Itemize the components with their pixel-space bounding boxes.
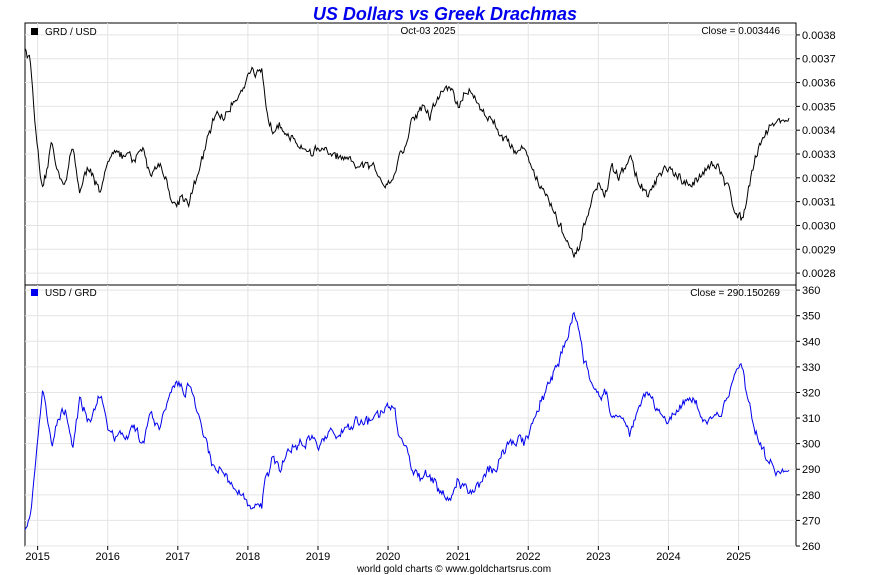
legend-swatch-usd-grd bbox=[31, 289, 38, 296]
y-tick-label: 310 bbox=[802, 413, 820, 425]
x-tick-label: 2020 bbox=[376, 551, 400, 563]
legend-label-usd-grd: USD / GRD bbox=[45, 288, 97, 299]
y-tick-label: 360 bbox=[802, 285, 820, 297]
bottom-y-axis-ticks: 360 350 340 330 320 310 300 290 280 270 260 bbox=[796, 285, 820, 553]
y-tick-label: 0.0035 bbox=[802, 101, 836, 113]
bottom-plot-frame bbox=[24, 284, 797, 547]
bottom-gridlines bbox=[25, 285, 796, 547]
date-label: Oct-03 2025 bbox=[400, 26, 455, 37]
y-tick-label: 0.0029 bbox=[802, 244, 836, 256]
y-tick-label: 260 bbox=[802, 541, 820, 553]
close-label-grd-usd: Close = 0.003446 bbox=[701, 26, 780, 37]
x-tick-label: 2016 bbox=[95, 551, 119, 563]
y-tick-label: 320 bbox=[802, 387, 820, 399]
x-tick-label: 2017 bbox=[166, 551, 190, 563]
y-tick-label: 330 bbox=[802, 362, 820, 374]
y-tick-label: 0.0031 bbox=[802, 197, 836, 209]
y-tick-label: 0.0032 bbox=[802, 173, 836, 185]
y-tick-label: 0.0038 bbox=[802, 30, 836, 42]
usd-grd-series-line bbox=[24, 311, 790, 530]
y-tick-label: 0.0033 bbox=[802, 149, 836, 161]
x-tick-label: 2024 bbox=[656, 551, 680, 563]
y-tick-label: 0.0037 bbox=[802, 54, 836, 66]
y-tick-label: 340 bbox=[802, 336, 820, 348]
y-tick-label: 0.0034 bbox=[802, 125, 836, 137]
top-y-axis-ticks: 0.0038 0.0037 0.0036 0.0035 0.0034 0.0033 0.00… bbox=[796, 30, 836, 280]
top-panel: 0.0038 0.0037 0.0036 0.0035 0.0034 0.0033 0.00… bbox=[24, 22, 836, 286]
grd-usd-series-line bbox=[24, 48, 790, 258]
x-tick-label: 2015 bbox=[25, 551, 49, 563]
y-tick-label: 0.0028 bbox=[802, 268, 836, 280]
x-tick-label: 2023 bbox=[586, 551, 610, 563]
y-tick-label: 290 bbox=[802, 464, 820, 476]
y-tick-label: 0.0036 bbox=[802, 78, 836, 90]
x-tick-label: 2021 bbox=[446, 551, 470, 563]
legend-label-grd-usd: GRD / USD bbox=[45, 27, 97, 38]
y-tick-label: 270 bbox=[802, 515, 820, 527]
bottom-panel: 360 350 340 330 320 310 300 290 280 270 260 USD / … bbox=[24, 284, 820, 553]
x-tick-label: 2025 bbox=[726, 551, 750, 563]
y-tick-label: 0.0030 bbox=[802, 220, 836, 232]
top-gridlines bbox=[25, 23, 796, 285]
y-tick-label: 280 bbox=[802, 490, 820, 502]
close-label-usd-grd: Close = 290.150269 bbox=[690, 288, 780, 299]
footer-credit: world gold charts © www.goldchartsrus.co… bbox=[356, 564, 551, 575]
y-tick-label: 300 bbox=[802, 439, 820, 451]
x-tick-label: 2018 bbox=[236, 551, 260, 563]
chart-title: US Dollars vs Greek Drachmas bbox=[313, 4, 577, 24]
legend-swatch-grd-usd bbox=[31, 28, 38, 35]
y-tick-label: 350 bbox=[802, 311, 820, 323]
x-axis-ticks: 2015 2016 2017 2018 2019 2020 2021 2022 2023 2024… bbox=[25, 546, 751, 563]
x-tick-label: 2019 bbox=[306, 551, 330, 563]
x-tick-label: 2022 bbox=[516, 551, 540, 563]
